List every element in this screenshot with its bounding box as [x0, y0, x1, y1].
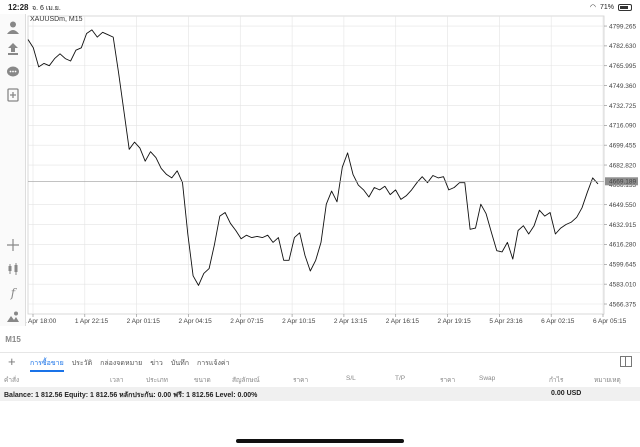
status-bar: 12:28 จ. 6 เม.ย. ◠ 71%	[0, 0, 640, 14]
objects-icon[interactable]	[4, 308, 22, 326]
price-tick-label: 4616.280	[609, 242, 636, 249]
time-tick-label: 2 Apr 01:15	[127, 318, 161, 325]
timeframe-button[interactable]: M15	[5, 334, 21, 344]
left-toolbar: f M15	[0, 14, 26, 344]
tab-2[interactable]: กล่องจดหมาย	[100, 360, 143, 367]
time-tick-label: 6 Apr 02:15	[541, 318, 575, 325]
tabs: การซื้อขาย ประวัติ กล่องจดหมาย ข่าว บันทึก กา…	[30, 358, 230, 372]
price-tick-label: 4666.155	[609, 182, 636, 189]
time-tick-label: 2 Apr 10:15	[282, 318, 316, 325]
price-tick-label: 4699.455	[609, 142, 636, 149]
price-tick-label: 4716.090	[609, 123, 636, 130]
time-tick-label: 2 Apr 13:15	[334, 318, 368, 325]
status-indicators: ◠ 71%	[590, 3, 632, 11]
column-header-0: คำสั่ง	[4, 377, 20, 384]
crosshair-icon[interactable]	[4, 236, 22, 254]
column-header-8: ราคา	[440, 377, 456, 384]
status-time: 12:28	[8, 3, 29, 12]
price-series-line	[27, 29, 599, 286]
new-chart-icon[interactable]	[4, 86, 22, 104]
column-header-10: กำไร	[549, 377, 564, 384]
column-header-11: หมายเหตุ	[594, 377, 621, 384]
tab-1[interactable]: ประวัติ	[71, 360, 93, 367]
tab-3[interactable]: ข่าว	[150, 360, 163, 367]
time-tick-label: 1 Apr 22:15	[75, 318, 109, 325]
price-tick-label: 4799.265	[609, 23, 636, 30]
column-header-3: ขนาด	[194, 377, 211, 384]
current-price-box	[605, 177, 638, 186]
user-icon[interactable]	[4, 18, 22, 36]
column-header-5: ราคา	[293, 377, 309, 384]
chart-area[interactable]: 4799.265 4782.630 4765.995 4749.360 4732.725…	[26, 14, 640, 326]
current-price-label: 4669.189	[609, 179, 636, 186]
battery-icon	[618, 3, 632, 11]
positions-column-header: คำสั่ง เวลา ประเภท ขนาด สัญลักษณ์ ราคา S/L T/P ร…	[0, 373, 640, 385]
indicators-icon[interactable]: f	[10, 286, 16, 300]
price-tick-label: 4765.995	[609, 63, 636, 70]
column-header-4: สัญลักษณ์	[232, 377, 260, 384]
price-tick-label: 4649.550	[609, 202, 636, 209]
plus-icon[interactable]: +	[8, 354, 16, 369]
price-tick-label: 4782.630	[609, 43, 636, 50]
tab-0[interactable]: การซื้อขาย	[30, 358, 64, 372]
home-indicator	[236, 439, 404, 443]
time-tick-label: 2 Apr 16:15	[386, 318, 420, 325]
chat-icon[interactable]	[4, 63, 22, 81]
column-header-2: ประเภท	[146, 377, 168, 384]
time-tick-label: 6 Apr 05:15	[593, 318, 627, 325]
wifi-icon: ◠	[589, 4, 596, 11]
candles-icon[interactable]	[4, 260, 22, 278]
tab-5[interactable]: การแจ้งค่า	[196, 360, 230, 367]
price-tick-label: 4599.645	[609, 262, 636, 269]
battery-percent: 71%	[599, 3, 614, 11]
time-tick-label: 1 Apr 18:00	[26, 318, 57, 325]
column-header-1: เวลา	[110, 377, 124, 384]
price-tick-label: 4566.375	[609, 301, 636, 308]
status-date: จ. 6 เม.ย.	[32, 5, 61, 12]
trade-icon[interactable]	[4, 40, 22, 58]
time-tick-label: 2 Apr 19:15	[438, 318, 472, 325]
tab-4[interactable]: บันทึก	[170, 360, 189, 367]
price-tick-label: 4749.360	[609, 83, 636, 90]
account-profit: 0.00 USD	[551, 390, 582, 397]
account-summary: Balance: 1 812.56 Equity: 1 812.56 หลักป…	[4, 392, 258, 399]
price-tick-label: 4682.820	[609, 162, 636, 169]
price-tick-label: 4632.915	[609, 222, 636, 229]
time-tick-label: 5 Apr 23:16	[489, 318, 523, 325]
price-tick-label: 4732.725	[609, 103, 636, 110]
price-chart[interactable]: 4799.265 4782.630 4765.995 4749.360 4732.725…	[26, 14, 640, 326]
column-header-6: S/L	[346, 375, 356, 382]
time-tick-label: 2 Apr 04:15	[178, 318, 212, 325]
time-tick-label: 2 Apr 07:15	[230, 318, 264, 325]
bottom-tab-bar: + การซื้อขาย ประวัติ กล่องจดหมาย ข่าว บันทึก…	[0, 352, 640, 372]
layout-icon[interactable]	[620, 356, 632, 367]
price-tick-label: 4583.010	[609, 281, 636, 288]
column-header-9: Swap	[479, 375, 496, 382]
column-header-7: T/P	[395, 375, 406, 382]
chart-symbol: XAUUSDm, M15	[30, 16, 83, 23]
balance-row: Balance: 1 812.56 Equity: 1 812.56 หลักป…	[0, 387, 640, 401]
